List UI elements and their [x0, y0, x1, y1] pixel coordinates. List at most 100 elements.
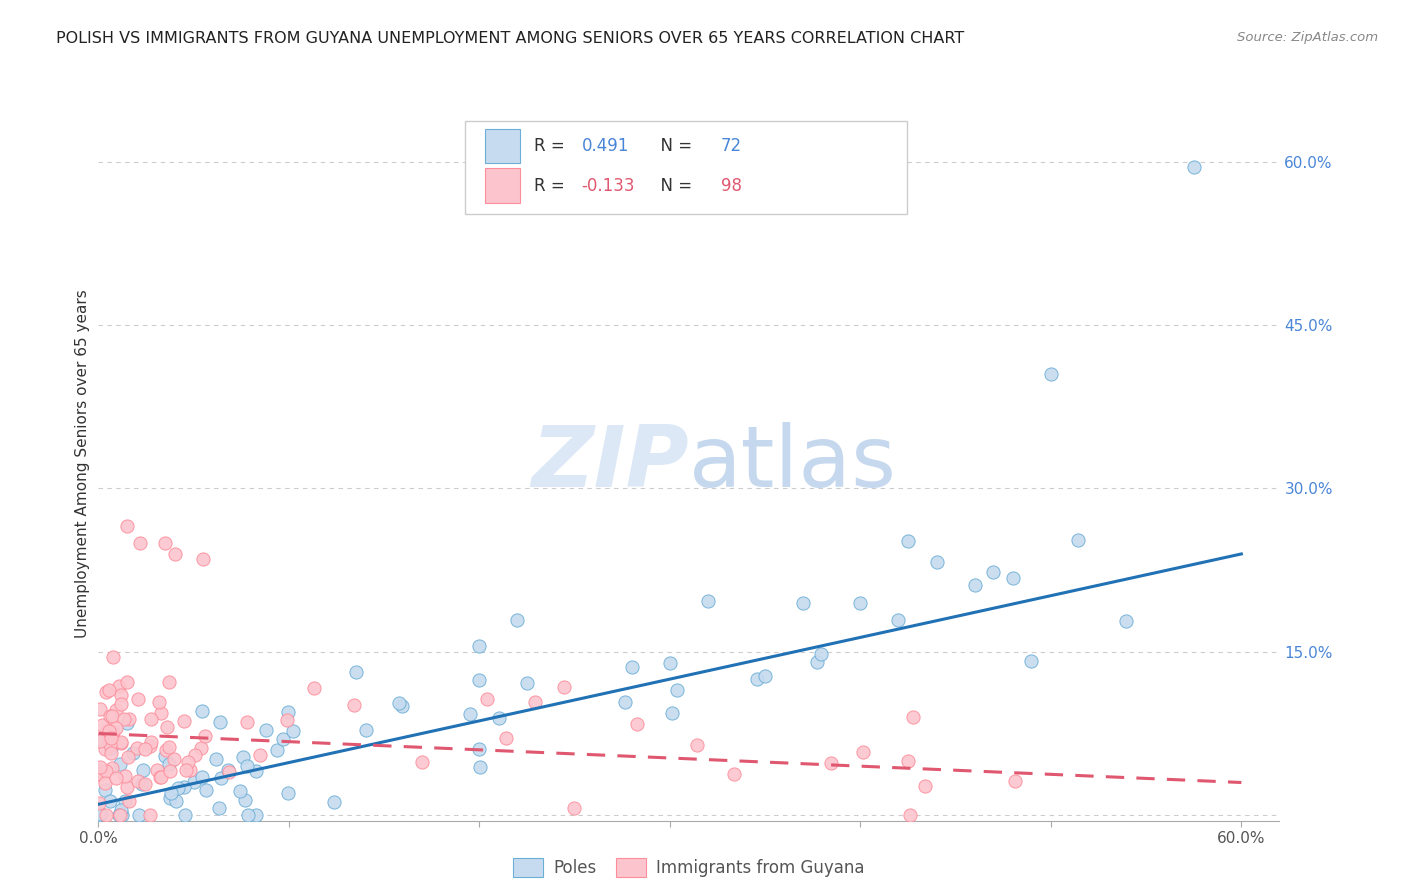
Point — [90, 718, 112, 732]
Point — [153, 536, 176, 550]
Point — [723, 767, 745, 781]
Point — [97, 732, 120, 747]
Text: N =: N = — [650, 137, 697, 155]
Point — [117, 780, 139, 794]
Point — [524, 695, 547, 709]
Point — [506, 613, 529, 627]
Point — [562, 800, 585, 814]
Text: ZIP: ZIP — [531, 422, 689, 506]
Point — [852, 745, 875, 759]
Point — [101, 761, 124, 775]
Point — [157, 674, 180, 689]
Point — [177, 755, 200, 769]
Point — [98, 794, 121, 808]
FancyBboxPatch shape — [464, 121, 907, 214]
Point — [193, 552, 215, 566]
Point — [266, 743, 288, 757]
Point — [1182, 160, 1205, 174]
Point — [665, 683, 688, 698]
Point — [184, 747, 207, 762]
Point — [468, 639, 491, 653]
Point — [150, 770, 173, 784]
Point — [806, 655, 828, 669]
Point — [115, 674, 138, 689]
Point — [159, 791, 181, 805]
Point — [232, 750, 254, 764]
Point — [94, 742, 117, 756]
Point — [117, 794, 139, 808]
Point — [613, 696, 636, 710]
Point — [110, 803, 132, 817]
Point — [94, 808, 117, 822]
Point — [283, 724, 305, 739]
Point — [96, 764, 118, 778]
Point — [983, 565, 1005, 579]
Text: POLISH VS IMMIGRANTS FROM GUYANA UNEMPLOYMENT AMONG SENIORS OVER 65 YEARS CORREL: POLISH VS IMMIGRANTS FROM GUYANA UNEMPLO… — [56, 31, 965, 46]
Text: 0.491: 0.491 — [582, 137, 628, 155]
Point — [159, 764, 181, 778]
Point — [218, 765, 240, 780]
Point — [115, 715, 138, 730]
Point — [254, 723, 277, 737]
Point — [100, 731, 122, 746]
Point — [236, 808, 259, 822]
Point — [174, 764, 197, 778]
Point — [127, 692, 149, 706]
Point — [100, 739, 122, 753]
Point — [100, 746, 122, 760]
Point — [89, 808, 111, 822]
Point — [354, 723, 377, 737]
Point — [1115, 614, 1137, 628]
Point — [103, 650, 125, 665]
Point — [89, 767, 111, 781]
Point — [94, 684, 117, 698]
Point — [89, 702, 111, 716]
Point — [110, 735, 132, 749]
Point — [276, 713, 298, 727]
Point — [163, 547, 186, 561]
Point — [1039, 367, 1062, 381]
Point — [495, 731, 517, 745]
FancyBboxPatch shape — [485, 129, 520, 163]
Point — [108, 808, 131, 822]
Point — [145, 763, 167, 777]
Point — [235, 793, 257, 807]
Point — [159, 786, 181, 800]
Point — [125, 740, 148, 755]
Point — [488, 711, 510, 725]
Point — [849, 596, 872, 610]
Point — [620, 660, 643, 674]
Point — [245, 764, 267, 778]
Point — [697, 594, 720, 608]
Point — [173, 780, 195, 795]
Point — [87, 766, 110, 780]
Point — [322, 795, 344, 809]
Point — [897, 533, 920, 548]
Point — [179, 763, 201, 777]
Point — [468, 760, 491, 774]
Point — [117, 750, 139, 764]
Point — [166, 780, 188, 795]
Point — [209, 771, 232, 785]
Point — [174, 808, 197, 822]
Point — [245, 808, 267, 822]
Point — [98, 709, 121, 723]
Point — [228, 783, 250, 797]
Text: -0.133: -0.133 — [582, 177, 636, 194]
Point — [388, 696, 411, 710]
Point — [914, 779, 936, 793]
Point — [277, 786, 299, 800]
Point — [183, 775, 205, 789]
Point — [110, 736, 132, 750]
Point — [157, 757, 180, 772]
Point — [685, 738, 707, 752]
Point — [150, 706, 173, 721]
Text: 98: 98 — [721, 177, 742, 194]
Point — [128, 808, 150, 822]
Point — [302, 681, 325, 696]
Point — [173, 714, 195, 728]
Point — [104, 721, 127, 735]
Y-axis label: Unemployment Among Seniors over 65 years: Unemployment Among Seniors over 65 years — [75, 290, 90, 638]
Point — [191, 705, 214, 719]
Point — [271, 732, 294, 747]
